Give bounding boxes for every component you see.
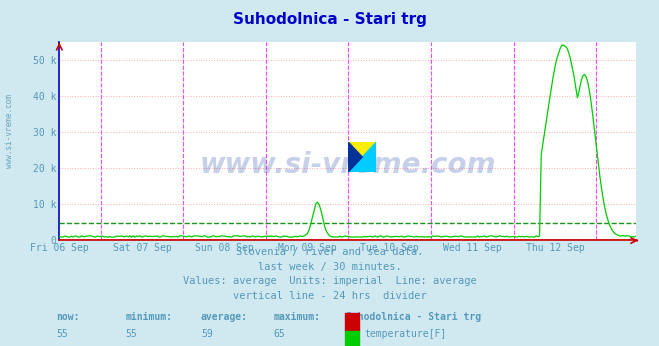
Text: now:: now: — [56, 312, 80, 322]
Text: temperature[F]: temperature[F] — [364, 329, 447, 339]
Text: Suhodolnica - Stari trg: Suhodolnica - Stari trg — [233, 12, 426, 27]
Polygon shape — [349, 142, 376, 172]
Text: www.si-vreme.com: www.si-vreme.com — [5, 94, 14, 169]
Text: 59: 59 — [201, 329, 213, 339]
Text: Slovenia / river and sea data.: Slovenia / river and sea data. — [236, 247, 423, 257]
Text: 55: 55 — [125, 329, 137, 339]
Text: maximum:: maximum: — [273, 312, 320, 322]
Text: minimum:: minimum: — [125, 312, 172, 322]
Text: www.si-vreme.com: www.si-vreme.com — [200, 151, 496, 179]
Text: average:: average: — [201, 312, 248, 322]
Text: vertical line - 24 hrs  divider: vertical line - 24 hrs divider — [233, 291, 426, 301]
Text: Values: average  Units: imperial  Line: average: Values: average Units: imperial Line: av… — [183, 276, 476, 286]
Text: last week / 30 minutes.: last week / 30 minutes. — [258, 262, 401, 272]
Text: Suhodolnica - Stari trg: Suhodolnica - Stari trg — [346, 312, 481, 322]
Text: 55: 55 — [56, 329, 68, 339]
Polygon shape — [349, 142, 362, 172]
Polygon shape — [349, 142, 376, 172]
Text: 65: 65 — [273, 329, 285, 339]
